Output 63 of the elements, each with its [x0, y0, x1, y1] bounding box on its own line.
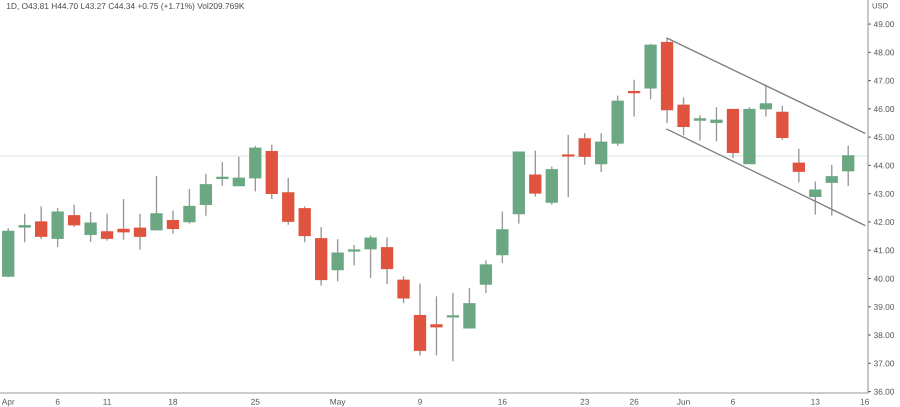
y-tick-label: 36.00	[874, 388, 894, 395]
candlestick	[100, 213, 114, 242]
candlestick	[35, 206, 48, 240]
x-tick-label: 16	[498, 398, 507, 405]
x-tick-label: 9	[418, 398, 422, 405]
candlestick	[809, 180, 822, 216]
candlestick	[397, 276, 410, 304]
candlestick	[826, 164, 838, 216]
candlestick	[232, 156, 245, 186]
candlestick	[150, 175, 163, 232]
y-tick-label: 40.00	[874, 276, 894, 282]
x-tick-label: May	[330, 398, 346, 406]
x-tick-label: Apr	[2, 398, 15, 406]
candlestick	[331, 238, 344, 282]
candlestick	[430, 296, 443, 356]
candlestick	[84, 211, 97, 243]
x-tick-label: 13	[811, 398, 820, 405]
chart-title: 1D, O43.81 H44.70 L43.27 C44.34 +0.75 (+1.71%) Vol209.769K	[6, 2, 244, 11]
candlestick	[792, 148, 805, 184]
candlestick	[842, 144, 854, 187]
x-tick-label: 6	[731, 398, 735, 405]
x-tick-label: 16	[860, 398, 869, 405]
candlestick	[760, 84, 772, 118]
candlestick	[183, 188, 196, 224]
candlestick	[628, 79, 640, 118]
x-tick-label: 6	[56, 398, 60, 405]
candlestick	[216, 161, 229, 186]
candlestick	[677, 96, 690, 136]
x-tick-label: Jun	[676, 398, 690, 405]
y-tick-label: 41.00	[874, 247, 894, 254]
candlestick	[380, 236, 394, 285]
y-tick-label: 46.00	[874, 106, 894, 112]
candlestick	[364, 234, 377, 279]
candlestick	[480, 260, 492, 294]
y-tick-label: 49.00	[874, 21, 894, 28]
x-tick-label: 25	[251, 398, 260, 405]
candlestick	[348, 244, 360, 266]
y-tick-label: 38.00	[874, 332, 894, 338]
candlestick	[595, 132, 608, 173]
candlestick	[710, 106, 723, 142]
candlestick	[117, 198, 130, 240]
y-tick-label: 43.00	[874, 190, 894, 197]
candlestick	[68, 204, 80, 228]
candlestick	[578, 132, 591, 166]
candlestick	[166, 210, 180, 235]
candlestick	[562, 134, 574, 198]
y-tick-label: 47.00	[874, 78, 894, 84]
y-tick-label: 37.00	[874, 360, 894, 366]
x-tick-label: 23	[580, 398, 589, 405]
y-tick-label: 48.00	[874, 50, 894, 56]
y-tick-label: 44.00	[874, 162, 894, 168]
candlestick	[134, 213, 146, 250]
y-tick-label: 45.00	[874, 134, 894, 140]
candlestick	[694, 114, 706, 142]
x-tick-label: 18	[168, 398, 178, 405]
x-tick-label: 26	[630, 398, 638, 405]
candlestick	[446, 292, 460, 362]
y-tick-label: 39.00	[874, 304, 894, 310]
y-tick-label: 42.00	[874, 219, 894, 226]
candlestick	[529, 150, 542, 198]
x-tick-label: 11	[103, 398, 111, 405]
candlestick	[200, 173, 212, 216]
candlestick	[18, 213, 31, 243]
